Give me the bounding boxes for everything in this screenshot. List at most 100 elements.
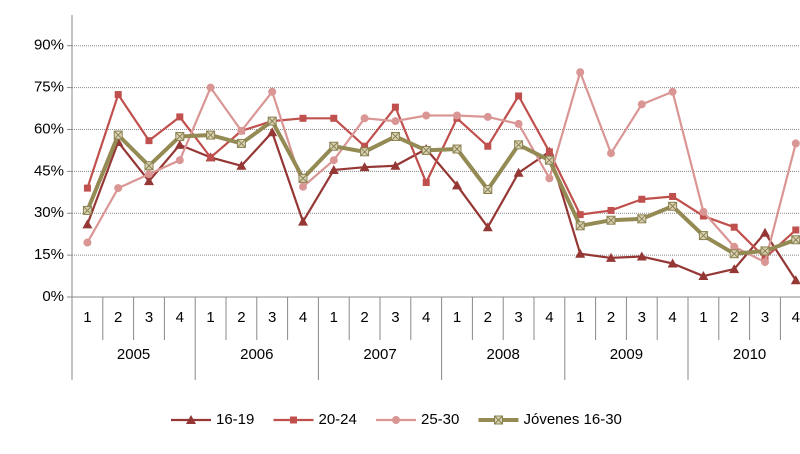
x-tick-label: 1 <box>453 309 461 326</box>
data-point <box>236 138 246 148</box>
marker-part <box>144 161 154 171</box>
data-point <box>699 207 708 216</box>
series-line <box>86 71 797 264</box>
x-tick-label: 3 <box>145 309 153 326</box>
marker-part <box>421 146 431 155</box>
data-point <box>790 275 800 285</box>
x-tick-label: 2 <box>730 309 738 326</box>
x-tick-label: 1 <box>206 309 214 326</box>
x-tick-label: 4 <box>792 309 800 326</box>
data-point <box>360 147 370 157</box>
x-tick-label: 1 <box>699 309 707 326</box>
data-point <box>114 184 123 193</box>
data-point <box>83 238 92 247</box>
year-label: 2006 <box>240 346 273 363</box>
x-tick-label: 1 <box>330 309 338 326</box>
data-point <box>792 226 800 234</box>
data-point <box>484 142 492 150</box>
legend-label: 20-24 <box>319 411 357 428</box>
marker-part <box>494 415 503 425</box>
data-point <box>730 242 739 251</box>
x-tick-label: 1 <box>576 309 584 326</box>
x-tick-label: 2 <box>114 309 122 326</box>
data-point <box>144 161 154 171</box>
marker-part <box>175 132 185 141</box>
data-point <box>730 223 738 231</box>
marker-part <box>237 139 246 148</box>
data-point <box>330 114 338 122</box>
data-point <box>576 68 585 77</box>
marker-part <box>452 144 462 154</box>
data-point <box>667 258 678 268</box>
year-label: 2009 <box>610 346 643 363</box>
data-point <box>607 149 615 158</box>
y-tick-label: 30% <box>34 204 64 221</box>
x-tick-label: 3 <box>514 309 522 326</box>
data-point <box>206 130 216 140</box>
data-point <box>390 160 401 170</box>
x-tick-label: 4 <box>545 309 553 326</box>
data-point <box>515 92 523 100</box>
data-point <box>545 148 553 156</box>
year-label: 2008 <box>487 346 520 363</box>
y-tick-label: 90% <box>34 37 64 54</box>
marker-part <box>668 201 677 211</box>
data-point <box>729 264 740 274</box>
data-point <box>176 113 184 121</box>
y-tick-label: 60% <box>34 120 64 137</box>
data-point <box>299 182 307 191</box>
data-point <box>545 174 554 183</box>
series-line <box>86 131 797 281</box>
data-point <box>729 249 739 259</box>
year-label: 2005 <box>117 346 150 363</box>
data-point <box>637 100 646 109</box>
y-tick-label: 45% <box>34 162 64 179</box>
x-tick-label: 2 <box>607 309 615 326</box>
data-point <box>638 195 646 203</box>
data-point <box>206 83 215 92</box>
data-point <box>361 142 369 150</box>
marker-part <box>699 231 708 240</box>
data-point <box>575 221 585 231</box>
data-point <box>174 139 185 149</box>
y-tick-label: 15% <box>34 246 64 263</box>
data-point <box>576 211 584 219</box>
marker-part <box>113 130 123 140</box>
marker-part <box>391 132 400 141</box>
marker-part <box>483 185 493 194</box>
data-point <box>298 173 308 183</box>
data-point <box>236 160 247 170</box>
data-point <box>421 145 431 155</box>
data-point <box>298 216 308 226</box>
data-point <box>669 192 677 200</box>
marker-part <box>545 155 554 165</box>
marker-part <box>791 235 800 245</box>
data-point <box>82 205 92 215</box>
data-point <box>668 201 678 211</box>
data-point <box>452 180 462 190</box>
data-point <box>299 114 307 122</box>
marker-part <box>760 246 770 256</box>
data-point <box>267 116 277 126</box>
legend-marker <box>186 415 196 424</box>
legend-label: Jóvenes 16-30 <box>524 411 622 428</box>
data-point <box>606 252 616 262</box>
data-point <box>760 246 770 256</box>
data-point <box>82 219 93 229</box>
year-label: 2007 <box>363 346 396 363</box>
series-line <box>85 119 797 256</box>
data-point <box>544 155 554 165</box>
data-point <box>606 215 616 225</box>
x-tick-label: 4 <box>299 309 307 326</box>
data-point <box>391 103 399 111</box>
x-tick-label: 3 <box>638 309 646 326</box>
marker-part <box>360 147 369 157</box>
y-tick-label: 75% <box>34 79 64 96</box>
data-point <box>329 156 338 165</box>
data-point <box>145 170 153 179</box>
data-point <box>514 140 524 150</box>
x-tick-label: 4 <box>422 309 430 326</box>
legend-label: 16-19 <box>216 411 254 428</box>
data-point <box>268 87 277 96</box>
data-point <box>390 131 400 141</box>
